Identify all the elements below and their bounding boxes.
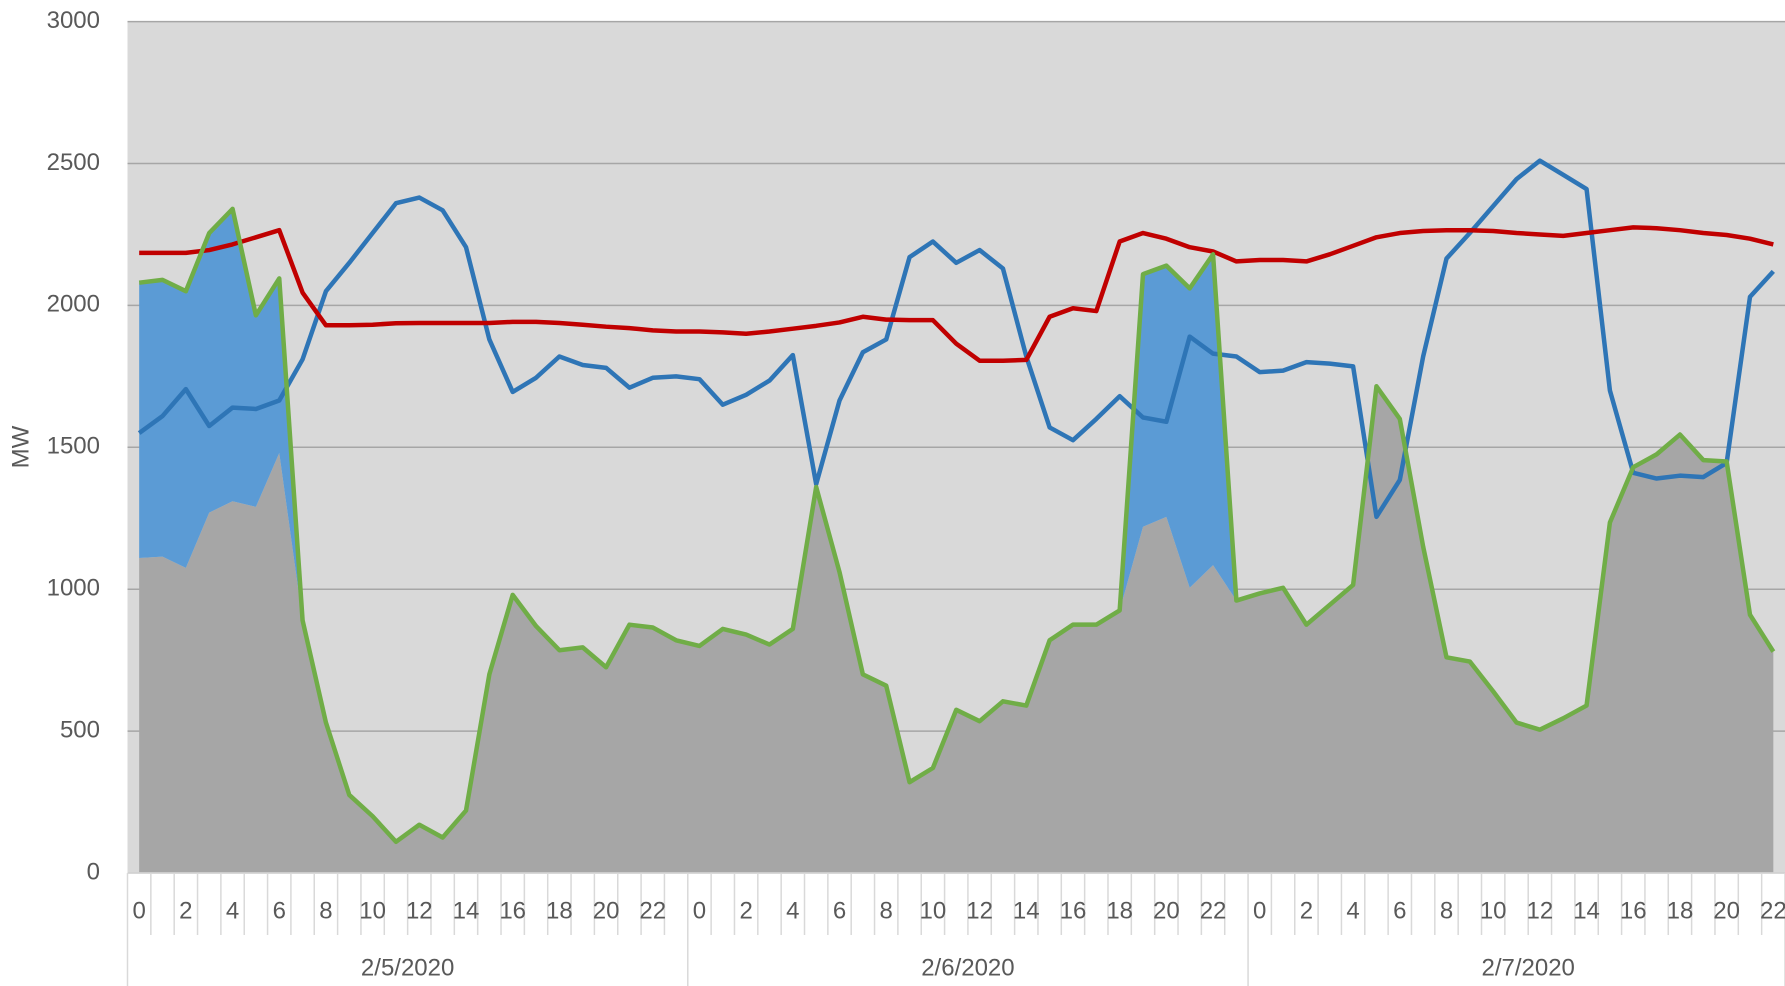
x-tick-label: 14 [453, 897, 480, 924]
y-tick-label: 1500 [47, 433, 100, 460]
y-axis-label: MW [7, 425, 34, 468]
y-tick-label: 2500 [47, 149, 100, 176]
group-label: 2/6/2020 [921, 954, 1014, 981]
x-tick-label: 20 [1713, 897, 1740, 924]
x-tick-label: 10 [359, 897, 386, 924]
x-tick-label: 6 [833, 897, 846, 924]
x-tick-label: 14 [1013, 897, 1040, 924]
area [139, 386, 1774, 873]
x-tick-label: 18 [1106, 897, 1133, 924]
x-tick-label: 22 [1200, 897, 1227, 924]
x-tick-label: 10 [920, 897, 947, 924]
line [139, 225, 1774, 363]
x-tick-label: 6 [1393, 897, 1406, 924]
x-tick-label: 0 [132, 897, 145, 924]
x-tick-label: 8 [880, 897, 893, 924]
x-tick-label: 8 [1440, 897, 1453, 924]
x-tick-label: 4 [786, 897, 799, 924]
x-tick-label: 10 [1480, 897, 1507, 924]
x-tick-label: 18 [546, 897, 573, 924]
y-tick-label: 0 [87, 858, 100, 885]
x-tick-label: 2 [739, 897, 752, 924]
x-tick-label: 20 [593, 897, 620, 924]
x-tick-label: 12 [966, 897, 993, 924]
x-tick-label: 14 [1573, 897, 1600, 924]
x-tick-label: 16 [1620, 897, 1647, 924]
x-tick-label: 20 [1153, 897, 1180, 924]
x-tick-label: 12 [406, 897, 433, 924]
x-tick-label: 22 [1760, 897, 1785, 924]
y-tick-label: 3000 [47, 7, 100, 34]
x-tick-label: 6 [273, 897, 286, 924]
x-tick-label: 16 [1060, 897, 1087, 924]
y-tick-label: 1000 [47, 575, 100, 602]
x-tick-label: 22 [639, 897, 666, 924]
line [137, 158, 1775, 520]
line [138, 206, 1776, 845]
y-tick-label: 2000 [47, 291, 100, 318]
x-tick-label: 0 [693, 897, 706, 924]
x-tick-label: 4 [1346, 897, 1359, 924]
x-tick-label: 0 [1253, 897, 1266, 924]
group-label: 2/7/2020 [1481, 954, 1574, 981]
y-tick-label: 500 [60, 716, 100, 743]
x-tick-label: 8 [319, 897, 332, 924]
group-label: 2/5/2020 [361, 954, 454, 981]
x-tick-label: 2 [179, 897, 192, 924]
x-tick-label: 4 [226, 897, 239, 924]
x-tick-label: 2 [1300, 897, 1313, 924]
x-tick-label: 16 [499, 897, 526, 924]
x-tick-label: 18 [1667, 897, 1694, 924]
x-tick-label: 12 [1527, 897, 1554, 924]
